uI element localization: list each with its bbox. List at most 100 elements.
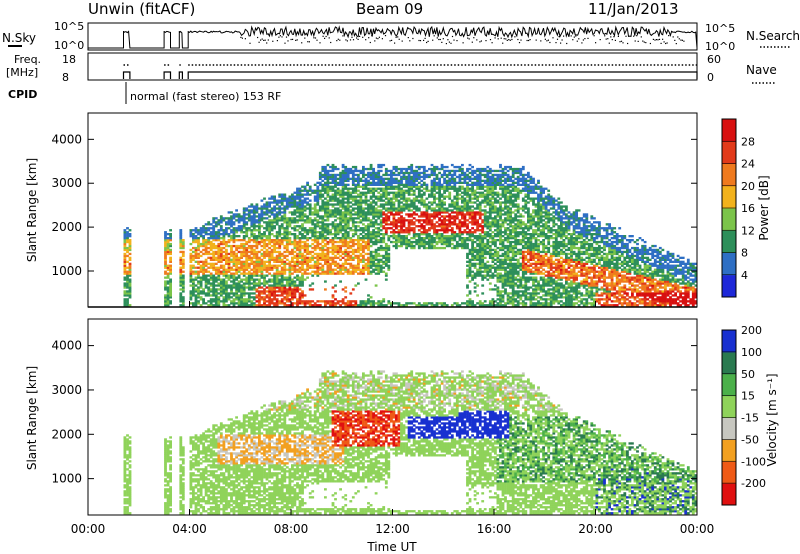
- power-cell: [334, 165, 337, 169]
- power-cell: [242, 211, 246, 214]
- power-cell: [478, 167, 482, 171]
- power-cell: [466, 270, 469, 273]
- power-cell: [468, 264, 472, 267]
- power-cell: [258, 227, 261, 230]
- power-cell: [263, 302, 266, 305]
- power-cell: [417, 175, 421, 179]
- power-cell: [311, 211, 315, 214]
- power-cell: [336, 248, 340, 252]
- power-cell: [341, 213, 345, 216]
- freq-line: [187, 71, 698, 79]
- power-cell: [293, 235, 297, 238]
- power-cell: [435, 242, 439, 246]
- power-cell: [387, 187, 391, 190]
- power-cell: [278, 264, 282, 267]
- power-cell: [422, 175, 426, 179]
- power-cell: [308, 221, 312, 224]
- power-cell: [362, 260, 365, 263]
- power-cell: [450, 221, 454, 224]
- power-cell: [440, 167, 444, 171]
- nsearch-point: [666, 42, 668, 44]
- power-cell: [430, 179, 434, 182]
- power-cell: [285, 225, 289, 228]
- power-cell: [209, 264, 213, 267]
- power-cell: [298, 284, 302, 287]
- power-cell: [369, 239, 373, 242]
- power-cell: [245, 282, 249, 285]
- power-cell: [453, 235, 457, 238]
- power-cell: [377, 262, 381, 265]
- power-cell: [402, 197, 406, 200]
- power-cell: [433, 225, 436, 228]
- power-cell: [268, 221, 271, 224]
- power-cell: [308, 227, 312, 230]
- power-cell: [197, 286, 200, 289]
- power-cell: [265, 264, 269, 267]
- power-cell: [430, 219, 434, 222]
- power-cell: [255, 207, 259, 210]
- power-cell: [359, 233, 363, 236]
- power-cell: [298, 197, 302, 200]
- power-cell: [247, 280, 251, 283]
- power-cell: [209, 237, 213, 240]
- power-cell: [326, 223, 330, 226]
- power-cell: [285, 304, 289, 307]
- power-cell: [258, 219, 261, 222]
- power-cell: [270, 239, 274, 242]
- power-cell: [440, 199, 444, 202]
- power-cell: [339, 304, 342, 307]
- power-cell: [357, 181, 360, 184]
- power-cell: [275, 274, 279, 277]
- power-cell: [349, 219, 353, 222]
- power-cell: [433, 195, 436, 198]
- freq-line: [163, 71, 172, 79]
- power-cell: [483, 225, 487, 228]
- power-cell: [336, 252, 340, 256]
- power-cell: [334, 223, 337, 226]
- power-cell: [209, 227, 213, 230]
- power-cell: [197, 270, 200, 273]
- power-cell: [473, 207, 477, 210]
- power-cell: [476, 207, 479, 210]
- power-cell: [392, 215, 396, 218]
- power-cell: [357, 272, 360, 275]
- power-cell: [283, 237, 287, 240]
- power-cell: [128, 233, 132, 236]
- power-cell: [273, 278, 276, 281]
- power-cell: [351, 181, 355, 184]
- power-cell: [435, 231, 439, 234]
- power-cell: [417, 173, 421, 177]
- power-cell: [420, 240, 424, 244]
- power-cell: [329, 239, 332, 242]
- power-cell: [219, 221, 223, 224]
- nsearch-point: [619, 41, 621, 43]
- power-cell: [341, 219, 345, 222]
- power-cell: [255, 205, 259, 208]
- power-cell: [440, 185, 444, 188]
- power-cell: [481, 264, 485, 267]
- power-cell: [247, 296, 251, 299]
- power-cell: [466, 199, 469, 202]
- power-cell: [491, 197, 495, 200]
- power-cell: [483, 213, 487, 216]
- power-cell: [316, 191, 320, 194]
- power-cell: [461, 242, 464, 246]
- power-cell: [280, 217, 284, 220]
- power-cell: [291, 197, 294, 200]
- power-cell: [285, 254, 289, 258]
- power-cell: [164, 284, 167, 287]
- power-cell: [280, 215, 284, 218]
- power-cell: [273, 250, 276, 254]
- power-cell: [293, 240, 297, 244]
- power-cell: [455, 244, 459, 248]
- power-cell: [326, 189, 330, 192]
- power-cell: [362, 187, 365, 190]
- power-cell: [123, 252, 127, 256]
- power-cell: [278, 302, 282, 305]
- power-cell: [273, 286, 276, 289]
- power-cell: [237, 262, 241, 265]
- power-cell: [318, 237, 322, 240]
- power-cell: [265, 260, 269, 263]
- power-cell: [164, 286, 167, 289]
- power-cell: [488, 203, 492, 206]
